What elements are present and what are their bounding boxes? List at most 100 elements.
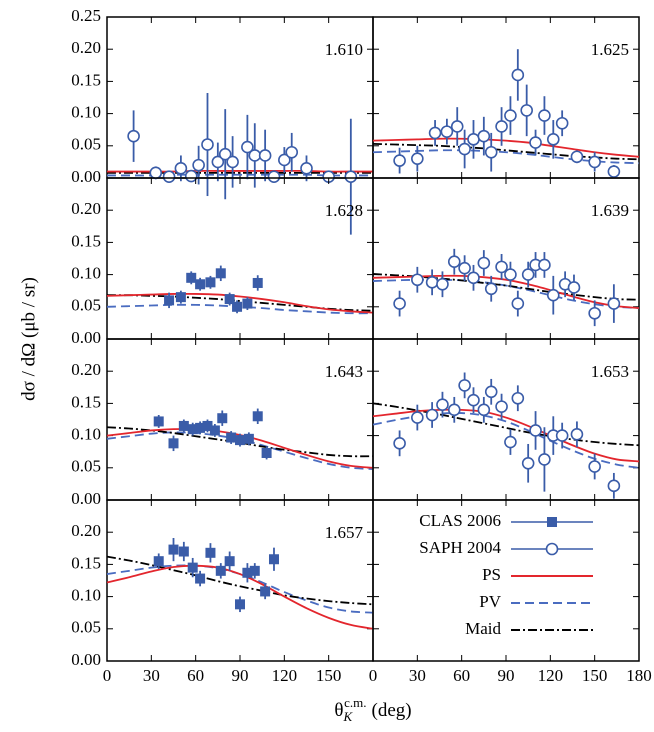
data-point [511,391,525,405]
data-point [243,433,254,444]
data-point [235,435,245,446]
x-tick-label: 60 [187,666,204,685]
data-point [440,125,454,138]
data-point [175,292,186,303]
data-point [567,281,581,294]
data-point [511,68,525,82]
data-point [242,567,253,578]
data-point [607,165,621,178]
data-point [195,573,206,584]
y-tick-label: 0.05 [71,457,101,476]
data-point [205,547,216,558]
curve-maid [372,402,640,447]
data-point [162,170,176,184]
curve-ps [372,137,640,158]
data-point [495,400,508,413]
data-point [521,268,535,281]
data-point [425,276,439,289]
data-point [224,294,235,305]
data-point [267,170,281,184]
data-point [428,126,442,140]
data-point [215,268,226,279]
data-point [436,277,449,291]
data-point [178,420,189,431]
y-tick-label: 0.25 [71,6,101,25]
data-point [411,411,424,424]
data-point [467,133,480,146]
data-point [393,154,406,167]
data-point [450,120,464,133]
data-point [538,109,551,122]
data-point [187,562,198,573]
y-tick-label: 0.00 [71,650,101,669]
legend-label: PV [479,592,501,611]
x-tick-label: 30 [143,666,160,685]
y-tick-label: 0.15 [71,392,101,411]
y-tick-label: 0.20 [71,199,101,218]
x-tick-label: 120 [538,666,564,685]
data-point [411,152,424,165]
data-point [300,162,313,175]
data-point [153,556,164,567]
y-tick-label: 0.05 [71,296,101,315]
data-point [153,416,164,427]
data-point [495,120,508,133]
data-point [607,297,621,310]
data-point [205,277,216,288]
data-point [447,403,461,417]
data-point [209,425,220,436]
y-tick-label: 0.10 [71,103,101,122]
y-tick-label: 0.05 [71,135,101,154]
data-point [285,145,299,159]
data-point [607,479,621,493]
data-point [252,277,263,288]
curve-ps [106,292,374,314]
data-point [425,408,439,422]
data-point [588,155,601,169]
panel-label: 1.643 [325,362,363,381]
x-tick-label: 0 [369,666,378,685]
data-point [447,255,461,269]
x-tick-label: 120 [272,666,298,685]
data-point [258,149,272,162]
y-tick-label: 0.20 [71,38,101,57]
panel [106,537,374,630]
y-tick-label: 0.20 [71,360,101,379]
data-point [248,149,262,162]
y-tick-label: 0.00 [71,167,101,186]
curve-maid [106,426,374,458]
legend-label: SAPH 2004 [419,538,501,557]
curve-ps [107,169,373,173]
data-point [484,385,498,399]
data-point [504,435,517,449]
data-point [242,298,253,309]
y-axis-label: dσ / dΩ (μb / sr) [18,277,39,401]
data-point [504,268,517,281]
legend-label: Maid [465,619,501,638]
x-tick-label: 60 [453,666,470,685]
data-point [477,256,491,270]
data-point [186,272,197,283]
data-point [202,420,213,431]
y-tick-label: 0.10 [71,586,101,605]
data-point [344,170,358,184]
data-point [511,297,525,310]
legend-marker [545,542,559,556]
data-point [226,432,237,443]
data-point [164,295,175,306]
curve-maid [372,273,640,301]
data-point [504,109,517,122]
panel-label: 1.625 [591,40,629,59]
x-axis-label: θKc.m. (deg) [334,695,411,724]
y-tick-label: 0.15 [71,70,101,89]
curve-maid [106,555,374,606]
data-point [393,297,406,310]
data-point [235,599,245,610]
data-point [211,155,225,169]
y-tick-label: 0.20 [71,521,101,540]
y-tick-label: 0.10 [71,425,101,444]
panel-label: 1.610 [325,40,363,59]
data-point [495,260,508,274]
data-point [458,261,471,275]
